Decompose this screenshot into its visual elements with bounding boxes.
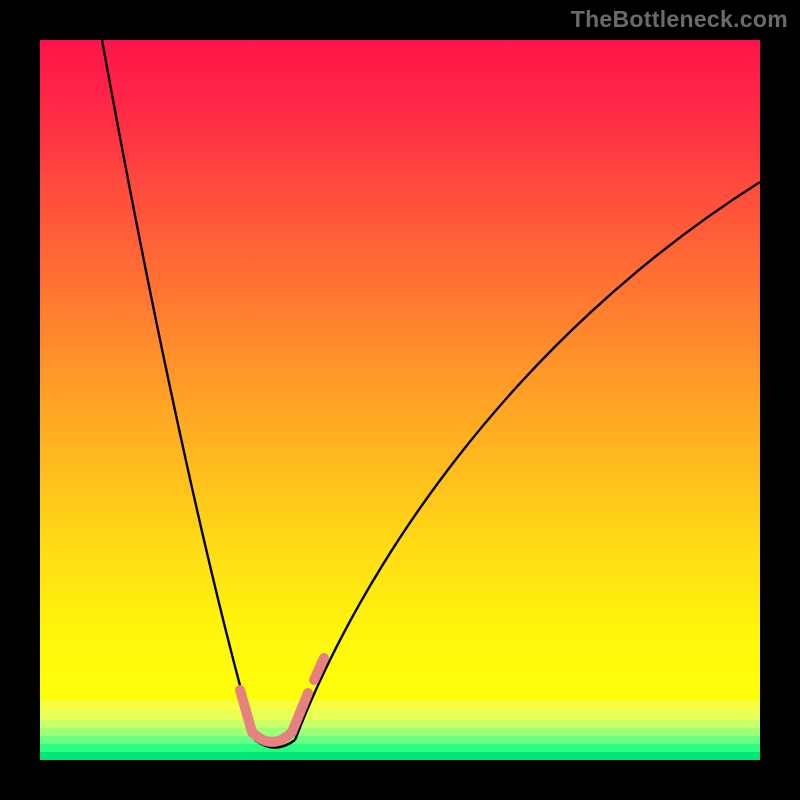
valley-marker-segment	[252, 732, 292, 742]
figure-root: TheBottleneck.com	[0, 0, 800, 800]
left-branch	[102, 40, 255, 740]
plot-area	[40, 40, 760, 760]
bottleneck-curve	[40, 40, 760, 760]
watermark-text: TheBottleneck.com	[571, 6, 788, 33]
valley-marker-segment	[240, 690, 252, 732]
right-branch	[295, 182, 760, 740]
